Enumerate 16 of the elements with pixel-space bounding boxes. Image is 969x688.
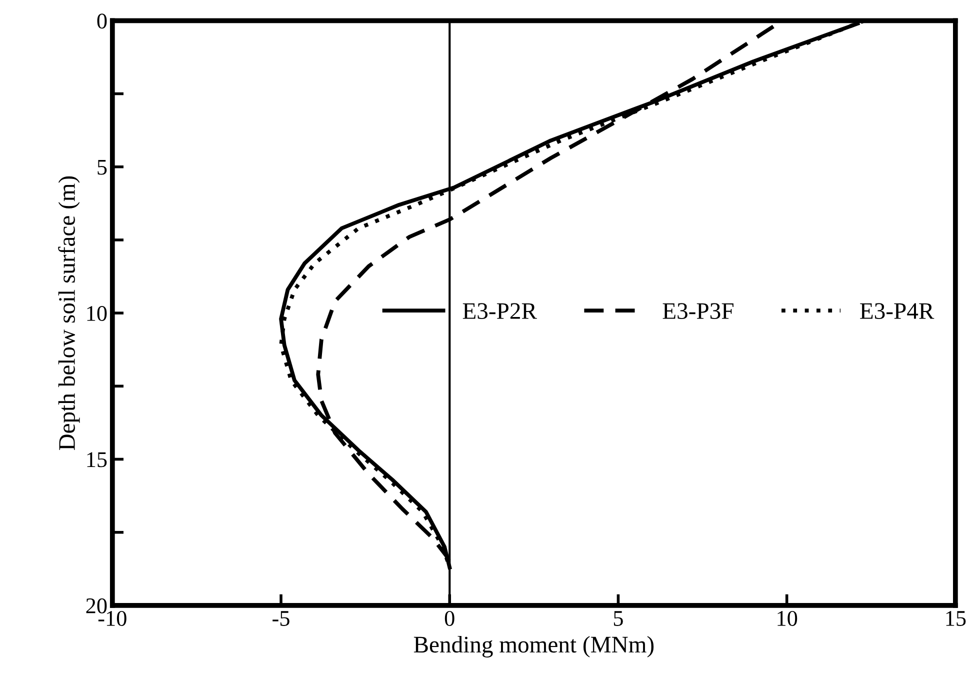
y-tick-label: 10 xyxy=(87,306,107,321)
x-tick-label: -10 xyxy=(98,610,126,626)
x-axis-title: Bending moment (MNm) xyxy=(414,636,654,658)
x-tick-label: -5 xyxy=(272,611,290,626)
legend-label: E3-P4R xyxy=(860,303,934,320)
y-tick-label: 15 xyxy=(87,452,107,468)
legend-label: E3-P2R xyxy=(462,303,537,320)
y-axis-title: Depth below soil surface (m) xyxy=(58,176,80,450)
x-tick-label: 0 xyxy=(444,610,454,626)
y-tick-label: 0 xyxy=(97,14,107,29)
y-tick-label: 5 xyxy=(98,160,107,175)
legend-label: E3-P3F xyxy=(662,303,734,320)
x-tick-label: 15 xyxy=(946,611,966,626)
x-tick-label: 5 xyxy=(614,611,623,626)
y-tick-label: 20 xyxy=(86,598,107,614)
x-tick-label: 10 xyxy=(778,610,798,626)
